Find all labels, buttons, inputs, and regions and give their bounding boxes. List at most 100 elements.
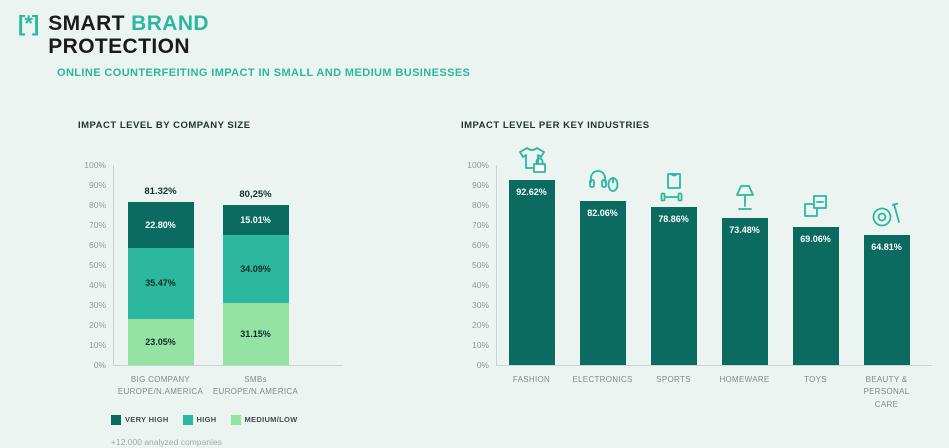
industries-chart: IMPACT LEVEL PER KEY INDUSTRIES 100% 90% 8… [461, 120, 932, 447]
legend-item: HIGH [182, 414, 217, 425]
y-axis-tick-label: 40% [88, 280, 106, 290]
bar-column: 92.62% FASHION [496, 146, 567, 386]
logo-row: [*] SMART BRAND PROTECTION [18, 12, 470, 58]
y-axis-tick-label: 10% [471, 340, 489, 350]
segment-value-label: 15.01% [240, 214, 271, 225]
company-size-chart: IMPACT LEVEL BY COMPANY SIZE 100% 90% 80% 7… [78, 120, 343, 447]
bar-area: 73.48% [709, 165, 780, 365]
homeware-icon [728, 181, 762, 215]
y-axis-tick-label: 100% [84, 160, 106, 170]
x-axis-label: SMBs EUROPE/N.AMERICA [212, 375, 299, 397]
title-part-protection: PROTECTION [48, 35, 190, 59]
electronics-icon [586, 164, 620, 198]
company-size-plot-wrap: 100% 90% 80% 70% 60% 50% 40% 30% 20% 10% 0% 81.32%… [78, 160, 343, 399]
x-axis-label: BEAUTY & PERSONAL CARE [863, 375, 910, 409]
stacked-bar: 81.32% 22.80% 35.47% 23.05% [127, 186, 194, 365]
bar-segment: 31.15% [222, 302, 289, 365]
legend-swatch [111, 414, 121, 425]
title-part-brand: BRAND [131, 12, 209, 35]
bar-value-label: 69.06% [800, 233, 831, 244]
legend: VERY HIGH HIGH MEDIUM/LOW [111, 414, 343, 425]
plot-area: 81.32% 22.80% 35.47% 23.05% BIG COMPANY EURO… [113, 165, 343, 399]
industries-chart-title: IMPACT LEVEL PER KEY INDUSTRIES [461, 120, 650, 131]
x-axis-label: ELECTRONICS [572, 375, 633, 384]
y-axis-line [496, 165, 497, 365]
y-axis-tick-label: 50% [471, 260, 489, 270]
segment-value-label: 34.09% [240, 263, 271, 274]
y-axis-tick-label: 70% [88, 220, 106, 230]
industry-bar: 69.06% [792, 226, 839, 365]
bar-area: 69.06% [780, 165, 851, 365]
y-axis-tick-label: 0% [476, 360, 489, 370]
bar-segment: 22.80% [127, 202, 194, 248]
y-axis-tick-label: 20% [471, 320, 489, 330]
brand-logo-icon: [*] [18, 11, 39, 36]
bar-value-label: 78.86% [658, 214, 689, 225]
x-axis-label: BIG COMPANY EUROPE/N.AMERICA [117, 375, 204, 397]
industries-plot-wrap: 100% 90% 80% 70% 60% 50% 40% 30% 20% 10% 0% 92.62%… [461, 146, 932, 411]
y-axis-tick-label: 60% [88, 240, 106, 250]
legend-label: HIGH [196, 415, 217, 425]
y-axis-tick-label: 90% [471, 180, 489, 190]
legend-label: MEDIUM/LOW [244, 415, 298, 425]
segment-value-label: 23.05% [145, 336, 176, 347]
plot-area: 92.62% FASHION 82.06% ELECTRONICS 78.86% SPOR… [496, 146, 932, 411]
industry-bar: 73.48% [721, 218, 768, 365]
x-axis-label: SPORTS [656, 375, 691, 384]
bar-area: 82.06% [567, 165, 638, 365]
y-axis-tick-label: 30% [471, 300, 489, 310]
y-axis-tick-label: 80% [88, 200, 106, 210]
y-axis: 100% 90% 80% 70% 60% 50% 40% 30% 20% 10% 0% [461, 160, 489, 370]
y-axis-tick-label: 30% [88, 300, 106, 310]
total-value-label: 80,25% [239, 188, 272, 200]
segment-value-label: 22.80% [145, 220, 176, 231]
bar-column: 80,25% 15.01% 34.09% 31.15% SMBs EUROPE/N.AM… [208, 165, 303, 399]
bar-area: 92.62% [496, 146, 567, 365]
legend-item: MEDIUM/LOW [230, 414, 298, 425]
x-axis-line [496, 365, 932, 366]
bar-value-label: 82.06% [587, 207, 618, 218]
bar-value-label: 73.48% [729, 225, 760, 236]
footnote: +12.000 analyzed companies [111, 436, 222, 447]
x-axis-label: TOYS [804, 375, 827, 384]
bar-column: 81.32% 22.80% 35.47% 23.05% BIG COMPANY EURO… [113, 165, 208, 399]
title-part-smart: SMART [48, 12, 132, 35]
y-axis-tick-label: 40% [471, 280, 489, 290]
bar-column: 64.81% BEAUTY & PERSONAL CARE [851, 165, 922, 411]
industry-bar: 78.86% [650, 207, 697, 365]
bar-area: 78.86% [638, 165, 709, 365]
bar-segment: 34.09% [222, 234, 289, 303]
y-axis-tick-label: 90% [88, 180, 106, 190]
bar-column: 73.48% HOMEWARE [709, 165, 780, 386]
sports-icon [657, 170, 691, 204]
y-axis-line [113, 165, 114, 365]
x-axis-line [113, 365, 343, 366]
y-axis: 100% 90% 80% 70% 60% 50% 40% 30% 20% 10% 0% [78, 160, 106, 370]
total-value-label: 81.32% [144, 186, 177, 198]
segment-value-label: 31.15% [240, 328, 271, 339]
industry-bar: 92.62% [508, 179, 555, 365]
bar-segment: 35.47% [127, 247, 194, 319]
company-size-chart-title: IMPACT LEVEL BY COMPANY SIZE [78, 120, 251, 131]
y-axis-tick-label: 60% [471, 240, 489, 250]
bar-area: 64.81% [851, 165, 922, 365]
bar-segment: 15.01% [222, 204, 289, 235]
legend-item: VERY HIGH [111, 414, 169, 425]
header: [*] SMART BRAND PROTECTION ONLINE COUNTER… [18, 12, 470, 79]
y-axis-tick-label: 100% [467, 160, 489, 170]
y-axis-tick-label: 50% [88, 260, 106, 270]
legend-swatch [182, 414, 193, 425]
industry-bar: 82.06% [579, 200, 626, 365]
bar-value-label: 64.81% [871, 242, 902, 253]
page-subtitle: ONLINE COUNTERFEITING IMPACT IN SMALL AN… [57, 67, 471, 80]
page-title: SMART BRAND PROTECTION [48, 12, 209, 58]
y-axis-tick-label: 20% [88, 320, 106, 330]
legend-swatch [230, 414, 241, 425]
y-axis-tick-label: 80% [471, 200, 489, 210]
x-axis-label: HOMEWARE [719, 375, 770, 384]
beauty-icon [870, 198, 904, 232]
segment-value-label: 35.47% [145, 278, 176, 289]
fashion-icon [515, 143, 549, 177]
y-axis-tick-label: 70% [471, 220, 489, 230]
